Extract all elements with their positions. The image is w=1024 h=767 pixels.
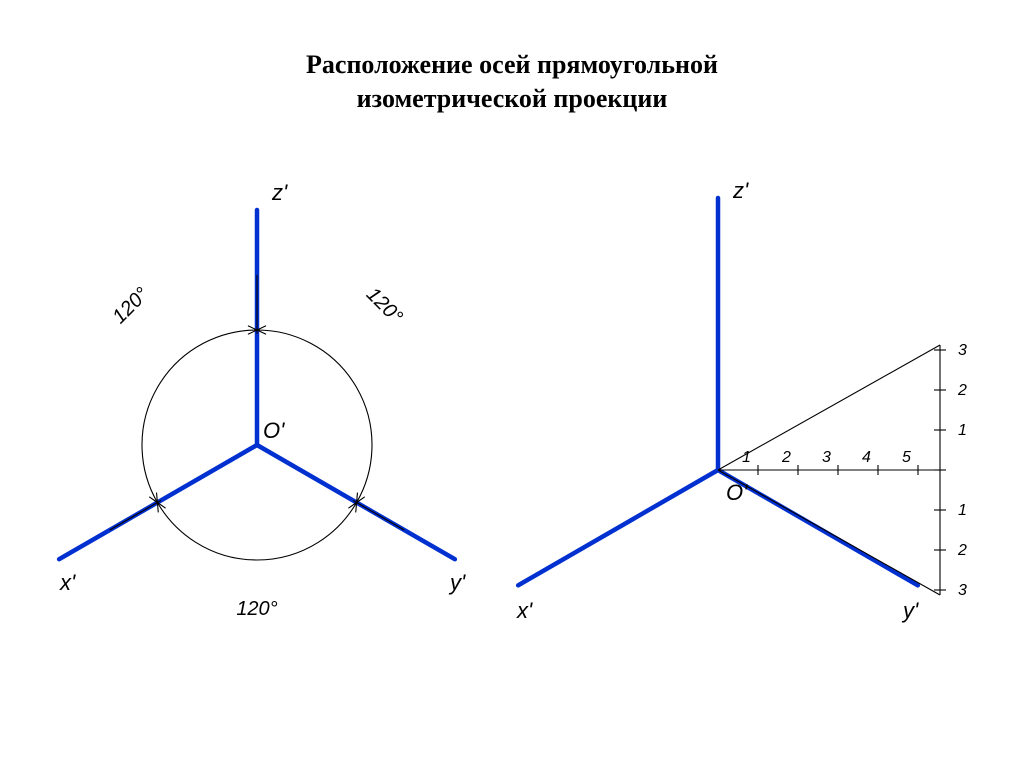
angle-label-tl: 120° (108, 283, 153, 328)
left-label-x: x' (59, 570, 76, 595)
h-tick-label: 3 (822, 449, 831, 466)
right-label-o: O' (726, 480, 748, 505)
left-label-z: z' (271, 180, 288, 205)
left-label-o: O' (263, 418, 285, 443)
right-axis-x (518, 470, 718, 585)
angle-label-b: 120° (236, 598, 277, 620)
right-label-y: y' (901, 598, 919, 623)
right-label-z: z' (732, 178, 749, 203)
arc-y-x (157, 503, 356, 561)
v-tick-label: 2 (957, 542, 967, 559)
right-label-x: x' (516, 598, 533, 623)
v-tick-label: 3 (958, 342, 967, 359)
v-tick-label: 3 (958, 582, 967, 599)
v-tick-label: 1 (958, 422, 967, 439)
diagram-canvas: 120° 120° 120° z' x' y' O' z' x' y' O' 1 2 3 4 5 3 2 1 1 2 3 (0, 0, 1024, 767)
angle-label-tr: 120° (362, 283, 407, 328)
left-label-y: y' (448, 570, 466, 595)
h-tick-label: 5 (902, 449, 911, 466)
v-tick-label: 2 (957, 382, 967, 399)
construction-diag-down (718, 470, 940, 595)
h-tick-label: 1 (742, 449, 751, 466)
h-tick-label: 2 (781, 449, 791, 466)
v-tick-label: 1 (958, 502, 967, 519)
h-tick-label: 4 (862, 449, 871, 466)
